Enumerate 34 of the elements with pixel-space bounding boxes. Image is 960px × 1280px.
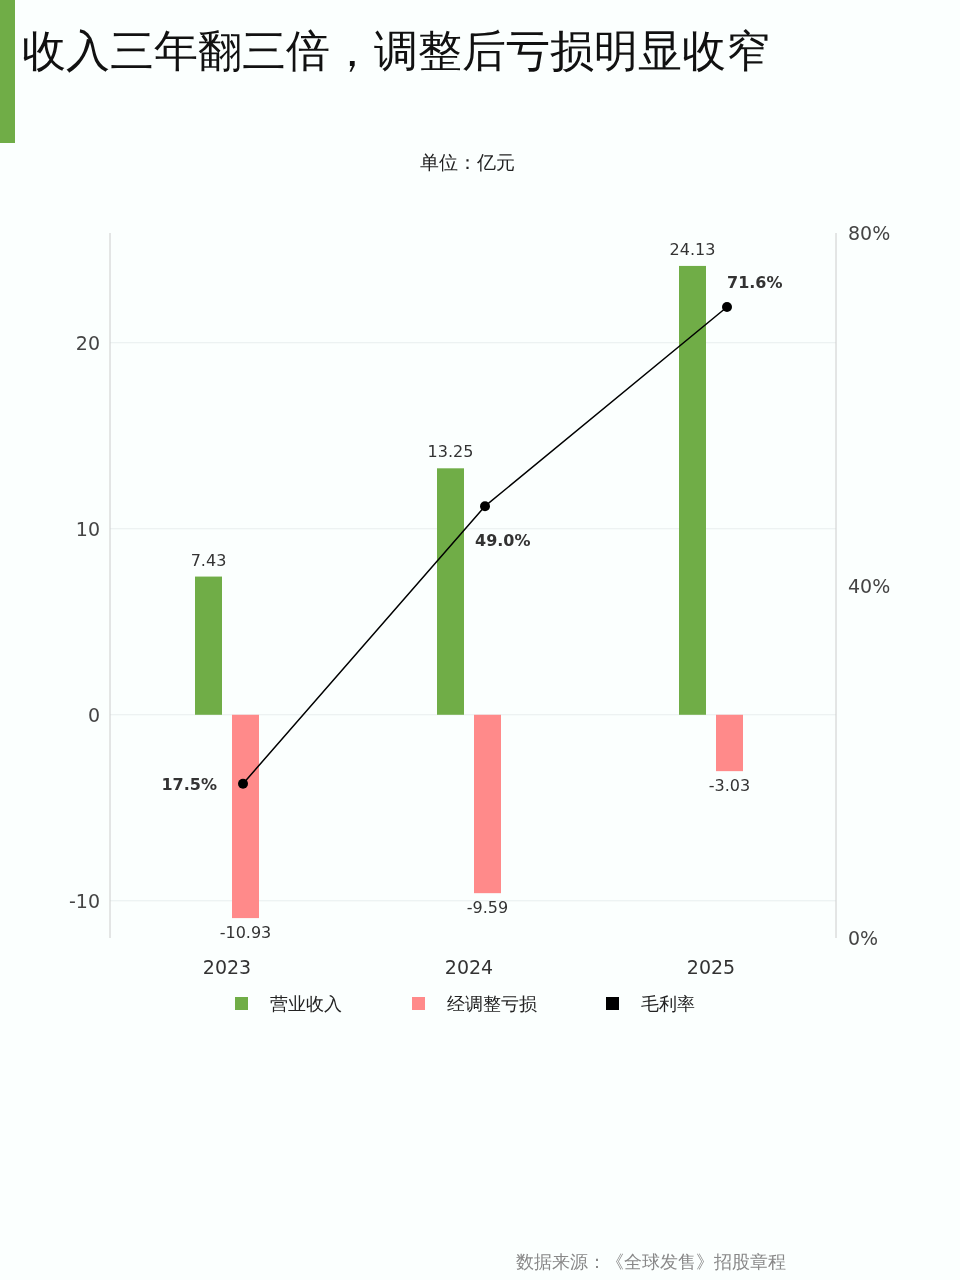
x-tick-label: 2025 xyxy=(686,956,736,978)
bar xyxy=(474,714,501,894)
bar xyxy=(437,468,464,715)
y-tick-label: 0 xyxy=(87,703,100,726)
chart-subtitle: 单位：亿元 xyxy=(419,151,515,173)
data-label: 24.13 xyxy=(669,239,716,259)
x-tick-label: 2023 xyxy=(202,956,252,978)
y2-tick-label: 0% xyxy=(848,927,879,949)
chart-title: 收入三年翻三倍，调整后亏损明显收窄 xyxy=(22,25,770,76)
y2-tick-label: 40% xyxy=(848,574,891,597)
data-label: 17.5% xyxy=(161,774,217,794)
bar xyxy=(679,265,706,715)
data-label: 7.43 xyxy=(190,550,227,570)
data-label: 49.0% xyxy=(475,531,531,551)
y-tick-label: 20 xyxy=(75,331,100,354)
data-label: -3.03 xyxy=(708,776,751,796)
data-label: -10.93 xyxy=(219,923,272,943)
y-tick-label: 10 xyxy=(75,517,100,540)
x-tick-label: 2024 xyxy=(444,956,494,978)
bar xyxy=(716,714,743,772)
legend-label: 营业收入 xyxy=(270,993,342,1014)
point xyxy=(722,302,732,313)
legend-label: 经调整亏损 xyxy=(447,993,537,1014)
bar xyxy=(232,714,259,919)
y-tick-label: -10 xyxy=(68,889,100,912)
legend-label: 毛利率 xyxy=(641,993,695,1014)
y2-tick-label: 80% xyxy=(848,222,891,244)
point xyxy=(238,778,248,789)
bar xyxy=(195,576,222,715)
data-label: -9.59 xyxy=(466,898,509,918)
point xyxy=(480,501,490,512)
source-note: 数据来源：《全球发售》招股章程 xyxy=(516,1251,786,1272)
data-label: 71.6% xyxy=(727,273,783,293)
data-label: 13.25 xyxy=(427,442,474,462)
